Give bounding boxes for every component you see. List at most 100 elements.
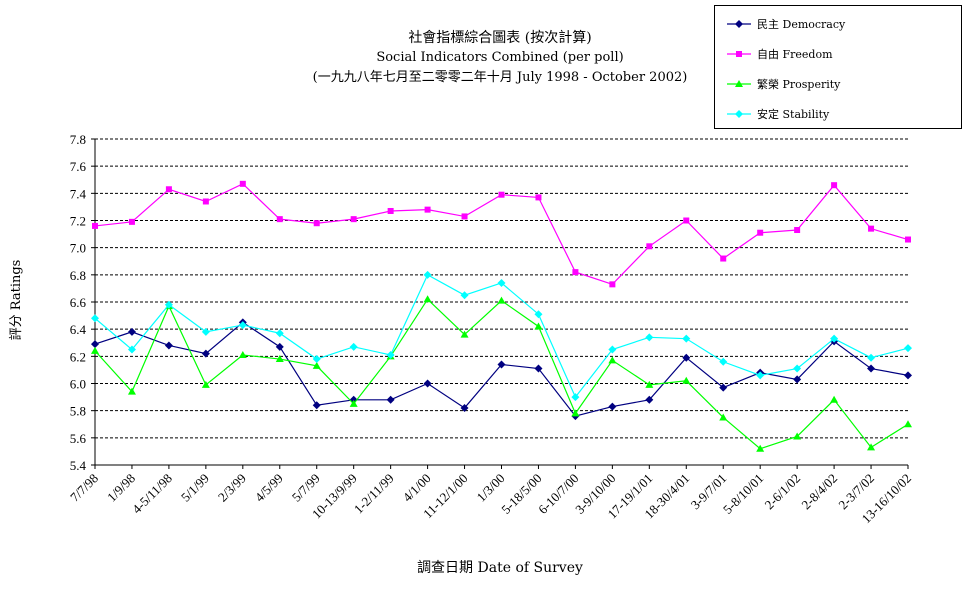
data-point (91, 340, 99, 349)
data-point (91, 346, 99, 354)
data-point (793, 375, 802, 384)
y-tick-label: 7.0 (70, 241, 86, 256)
data-point (423, 379, 432, 388)
data-point (201, 327, 210, 336)
x-tick-label: 5-8/10/01 (720, 471, 766, 517)
data-point (645, 380, 654, 388)
data-point (645, 395, 654, 404)
data-point (571, 393, 580, 402)
data-point (535, 194, 542, 201)
y-tick-label: 6.6 (70, 295, 87, 310)
data-point (719, 383, 728, 392)
data-point (275, 342, 284, 351)
data-point (905, 236, 911, 243)
data-point (312, 355, 321, 364)
data-point (682, 376, 691, 384)
x-tick-label: 2-6/1/02 (761, 471, 803, 513)
x-tick-label: 5/1/99 (178, 471, 212, 505)
data-point (572, 269, 579, 276)
data-point (164, 341, 173, 350)
data-point (794, 227, 801, 234)
data-point (719, 413, 728, 421)
legend-item: 安定 Stability (725, 104, 829, 124)
legend-label: 民主 Democracy (757, 18, 846, 31)
y-tick-label: 7.8 (70, 132, 86, 147)
data-point (349, 399, 358, 407)
x-tick-label: 4/5/99 (252, 471, 286, 505)
x-tick-label: 1/9/98 (104, 471, 138, 505)
data-point (423, 270, 432, 279)
data-point (498, 191, 505, 198)
legend-label: 繁榮 Prosperity (757, 78, 841, 91)
data-point (312, 361, 321, 369)
data-point (201, 349, 210, 358)
legend-item: 自由 Freedom (725, 44, 833, 64)
data-point (719, 357, 728, 366)
data-point (127, 327, 136, 336)
data-point (239, 180, 246, 187)
x-tick-label: 7/7/98 (67, 471, 101, 505)
data-point (460, 291, 469, 300)
chart-subtitle-2: (一九九八年七月至二零零二年十月 July 1998 - October 200… (312, 70, 688, 85)
data-point (831, 182, 838, 189)
data-point (497, 278, 506, 287)
legend-item: 民主 Democracy (725, 14, 845, 34)
legend-marker (735, 80, 743, 87)
x-tick-label: 4-5/11/98 (129, 471, 175, 517)
data-point (682, 334, 691, 343)
data-point (91, 314, 99, 323)
data-point (646, 243, 653, 250)
data-point (387, 207, 394, 214)
data-point (756, 444, 765, 452)
data-point (461, 213, 468, 220)
data-point (757, 229, 764, 236)
data-point (867, 364, 876, 373)
data-point (276, 216, 283, 223)
data-point (128, 218, 135, 225)
data-point (349, 342, 358, 351)
data-point (571, 409, 580, 417)
y-tick-label: 6.0 (70, 377, 86, 392)
data-point (608, 356, 617, 364)
data-point (645, 333, 654, 342)
data-point (423, 295, 432, 303)
data-point (238, 321, 247, 330)
legend-label: 自由 Freedom (757, 48, 833, 61)
data-point (92, 222, 98, 229)
x-tick-label: 1-2/11/99 (351, 471, 397, 517)
y-tick-label: 6.8 (70, 268, 86, 283)
data-point (904, 371, 912, 380)
data-point (868, 225, 875, 232)
data-point (497, 296, 506, 304)
y-tick-label: 7.2 (70, 214, 86, 229)
y-tick-label: 7.4 (70, 186, 87, 201)
data-point (127, 345, 136, 354)
y-axis-label: 評分 Ratings (9, 260, 24, 341)
data-point (534, 364, 543, 373)
legend-marker (735, 20, 743, 28)
data-point (608, 402, 617, 411)
y-tick-label: 5.4 (70, 458, 87, 473)
legend-swatch-icon (727, 20, 751, 28)
y-tick-label: 5.8 (70, 404, 86, 419)
data-point (165, 186, 172, 193)
data-point (793, 364, 802, 373)
data-point (460, 403, 469, 412)
data-point (460, 330, 469, 338)
data-point (682, 353, 691, 362)
data-point (313, 220, 320, 227)
legend-marker (735, 110, 743, 118)
data-point (830, 395, 839, 403)
data-point (867, 353, 876, 362)
data-point (386, 395, 395, 404)
data-point (609, 281, 616, 288)
data-point (127, 387, 136, 395)
data-point (164, 300, 173, 309)
chart-title: 社會指標綜合圖表 (按次計算) (408, 30, 592, 46)
y-tick-label: 6.4 (70, 322, 87, 337)
x-tick-label: 2/3/99 (215, 471, 249, 505)
data-point (683, 217, 690, 224)
legend: 民主 Democracy 自由 Freedom 繁榮 Prosperity 安定 St… (714, 5, 962, 129)
data-point (201, 380, 210, 388)
